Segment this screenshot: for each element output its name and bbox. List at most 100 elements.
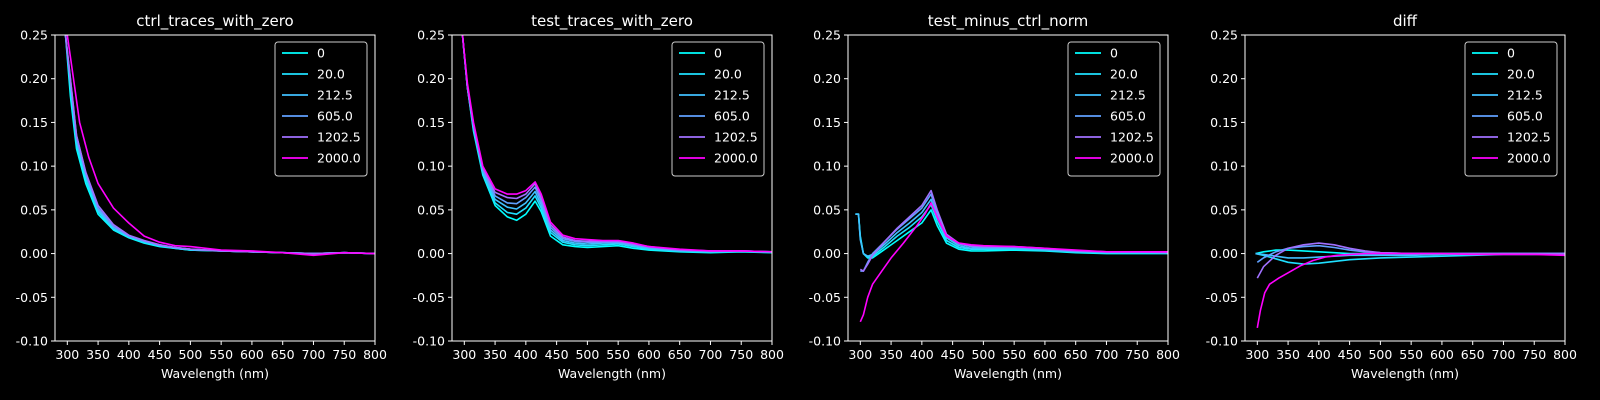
legend-entry: 20.0 xyxy=(1110,67,1138,82)
x-tick-label: 600 xyxy=(637,347,661,362)
y-tick-label: 0.00 xyxy=(813,246,841,261)
legend-box xyxy=(671,41,765,177)
x-tick-label: 350 xyxy=(86,347,110,362)
legend-entry: 212.5 xyxy=(1507,88,1543,103)
x-tick-label: 500 xyxy=(1368,347,1392,362)
x-tick-label: 350 xyxy=(483,347,507,362)
chart-panel-1: 300 350 400 450 500 550 600 650 700 750 800 -0.10 -0… xyxy=(16,12,387,381)
x-tick-label: 550 xyxy=(1399,347,1423,362)
y-tick-label: -0.10 xyxy=(16,334,48,349)
y-tick-label: 0.05 xyxy=(813,202,841,217)
x-tick-label: 300 xyxy=(452,347,476,362)
x-tick-label: 750 xyxy=(729,347,753,362)
legend-entry: 605.0 xyxy=(317,109,353,124)
chart-title: test_traces_with_zero xyxy=(531,12,693,31)
x-tick-label: 400 xyxy=(514,347,538,362)
x-tick-label: 700 xyxy=(699,347,723,362)
y-tick-label: 0.15 xyxy=(20,115,48,130)
x-tick-label: 500 xyxy=(178,347,202,362)
legend-entry: 2000.0 xyxy=(714,151,758,166)
x-tick-label: 700 xyxy=(302,347,326,362)
x-tick-label: 550 xyxy=(1002,347,1026,362)
x-tick-label: 750 xyxy=(1522,347,1546,362)
x-tick-label: 450 xyxy=(148,347,172,362)
x-tick-label: 550 xyxy=(209,347,233,362)
x-tick-label: 600 xyxy=(1430,347,1454,362)
legend-entry: 20.0 xyxy=(1507,67,1535,82)
y-tick-label: 0.05 xyxy=(1210,202,1238,217)
x-tick-label: 450 xyxy=(545,347,569,362)
legend-box xyxy=(1067,41,1161,177)
y-tick-label: 0.10 xyxy=(20,159,48,174)
y-tick-label: 0.25 xyxy=(417,28,445,43)
x-tick-label: 300 xyxy=(848,347,872,362)
series-line-1202.5 xyxy=(1256,242,1565,279)
y-tick-label: 0.25 xyxy=(1210,28,1238,43)
series-line-605.0 xyxy=(860,193,1168,272)
y-tick-label: -0.05 xyxy=(809,290,841,305)
legend-entry: 212.5 xyxy=(1110,88,1146,103)
plot-area xyxy=(855,189,1168,323)
x-tick-label: 350 xyxy=(1276,347,1300,362)
series-line-0 xyxy=(855,209,1168,259)
legend-entry: 20.0 xyxy=(317,67,345,82)
y-tick-label: -0.05 xyxy=(16,290,48,305)
legend: 0 20.0 212.5 605.0 1202.5 2000.0 xyxy=(1067,41,1161,177)
series-line-1202.5 xyxy=(859,189,1168,272)
chart-title: test_minus_ctrl_norm xyxy=(928,12,1089,31)
axes-frame xyxy=(847,34,1169,342)
x-tick-label: 400 xyxy=(1307,347,1331,362)
chart-panel-4: 300 350 400 450 500 550 600 650 700 750 800 -0.10 -0… xyxy=(1206,12,1577,381)
y-tick-label: -0.05 xyxy=(1206,290,1238,305)
y-tick-label: 0.00 xyxy=(417,246,445,261)
x-tick-label: 300 xyxy=(55,347,79,362)
x-tick-label: 550 xyxy=(606,347,630,362)
series-line-2000.0 xyxy=(1256,252,1565,329)
y-tick-label: 0.20 xyxy=(813,71,841,86)
x-tick-label: 450 xyxy=(941,347,965,362)
legend-entry: 0 xyxy=(1110,46,1118,61)
legend-entry: 1202.5 xyxy=(714,130,758,145)
x-tick-label: 650 xyxy=(1461,347,1485,362)
y-tick-label: 0.05 xyxy=(20,202,48,217)
x-tick-label: 350 xyxy=(879,347,903,362)
y-tick-label: -0.10 xyxy=(809,334,841,349)
plot-area xyxy=(1255,242,1565,329)
legend-entry: 212.5 xyxy=(317,88,353,103)
x-tick-label: 800 xyxy=(363,347,387,362)
legend-entry: 20.0 xyxy=(714,67,742,82)
legend-entry: 605.0 xyxy=(1110,109,1146,124)
y-tick-label: 0.15 xyxy=(417,115,445,130)
series-line-2000.0 xyxy=(859,202,1168,323)
legend-entry: 2000.0 xyxy=(1110,151,1154,166)
y-tick-label: 0.25 xyxy=(813,28,841,43)
legend-entry: 0 xyxy=(714,46,722,61)
legend-entry: 212.5 xyxy=(714,88,750,103)
legend-box xyxy=(1464,41,1558,177)
axes-frame xyxy=(54,34,376,342)
axes-frame xyxy=(451,34,773,342)
chart-title: diff xyxy=(1393,12,1418,30)
x-tick-label: 700 xyxy=(1492,347,1516,362)
y-tick-label: 0.25 xyxy=(20,28,48,43)
y-tick-label: 0.20 xyxy=(1210,71,1238,86)
series-line-0 xyxy=(461,35,772,254)
x-axis-label: Wavelength (nm) xyxy=(558,366,666,381)
legend-entry: 605.0 xyxy=(714,109,750,124)
y-tick-label: 0.00 xyxy=(20,246,48,261)
chart-title: ctrl_traces_with_zero xyxy=(136,12,293,31)
x-tick-label: 500 xyxy=(971,347,995,362)
y-tick-label: -0.10 xyxy=(413,334,445,349)
y-tick-label: 0.20 xyxy=(20,71,48,86)
x-tick-label: 700 xyxy=(1095,347,1119,362)
legend-entry: 605.0 xyxy=(1507,109,1543,124)
x-tick-label: 650 xyxy=(668,347,692,362)
y-tick-label: 0.15 xyxy=(813,115,841,130)
x-tick-label: 300 xyxy=(1245,347,1269,362)
x-axis-label: Wavelength (nm) xyxy=(954,366,1062,381)
series-line-2000.0 xyxy=(66,35,375,257)
legend-entry: 0 xyxy=(317,46,325,61)
x-tick-label: 800 xyxy=(1553,347,1577,362)
y-tick-label: 0.10 xyxy=(813,159,841,174)
